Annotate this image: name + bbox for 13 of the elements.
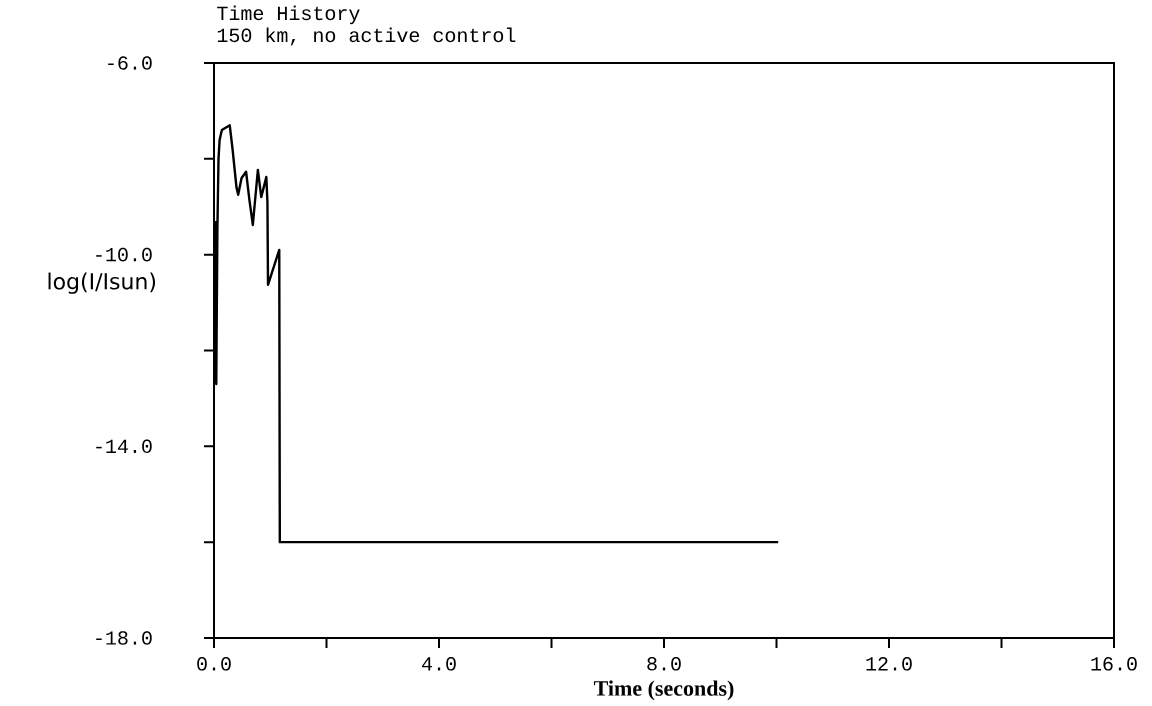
y-axis-title: log(I/Isun) bbox=[48, 272, 156, 294]
chart-title: Time History bbox=[217, 5, 360, 25]
x-tick-label: 4.0 bbox=[422, 657, 456, 671]
x-tick-label: 12.0 bbox=[866, 657, 912, 671]
x-tick-label: 16.0 bbox=[1091, 657, 1137, 671]
x-tick-label: 0.0 bbox=[197, 657, 231, 671]
y-tick-label: -10.0 bbox=[96, 247, 152, 262]
chart-subtitle: 150 km, no active control bbox=[217, 27, 516, 46]
y-tick-label: -18.0 bbox=[96, 631, 152, 645]
x-tick-label: 8.0 bbox=[647, 657, 681, 671]
y-tick-label: -14.0 bbox=[96, 439, 152, 454]
x-axis-title: Time (seconds) bbox=[593, 680, 734, 701]
y-tick-label: -6.0 bbox=[108, 56, 152, 70]
